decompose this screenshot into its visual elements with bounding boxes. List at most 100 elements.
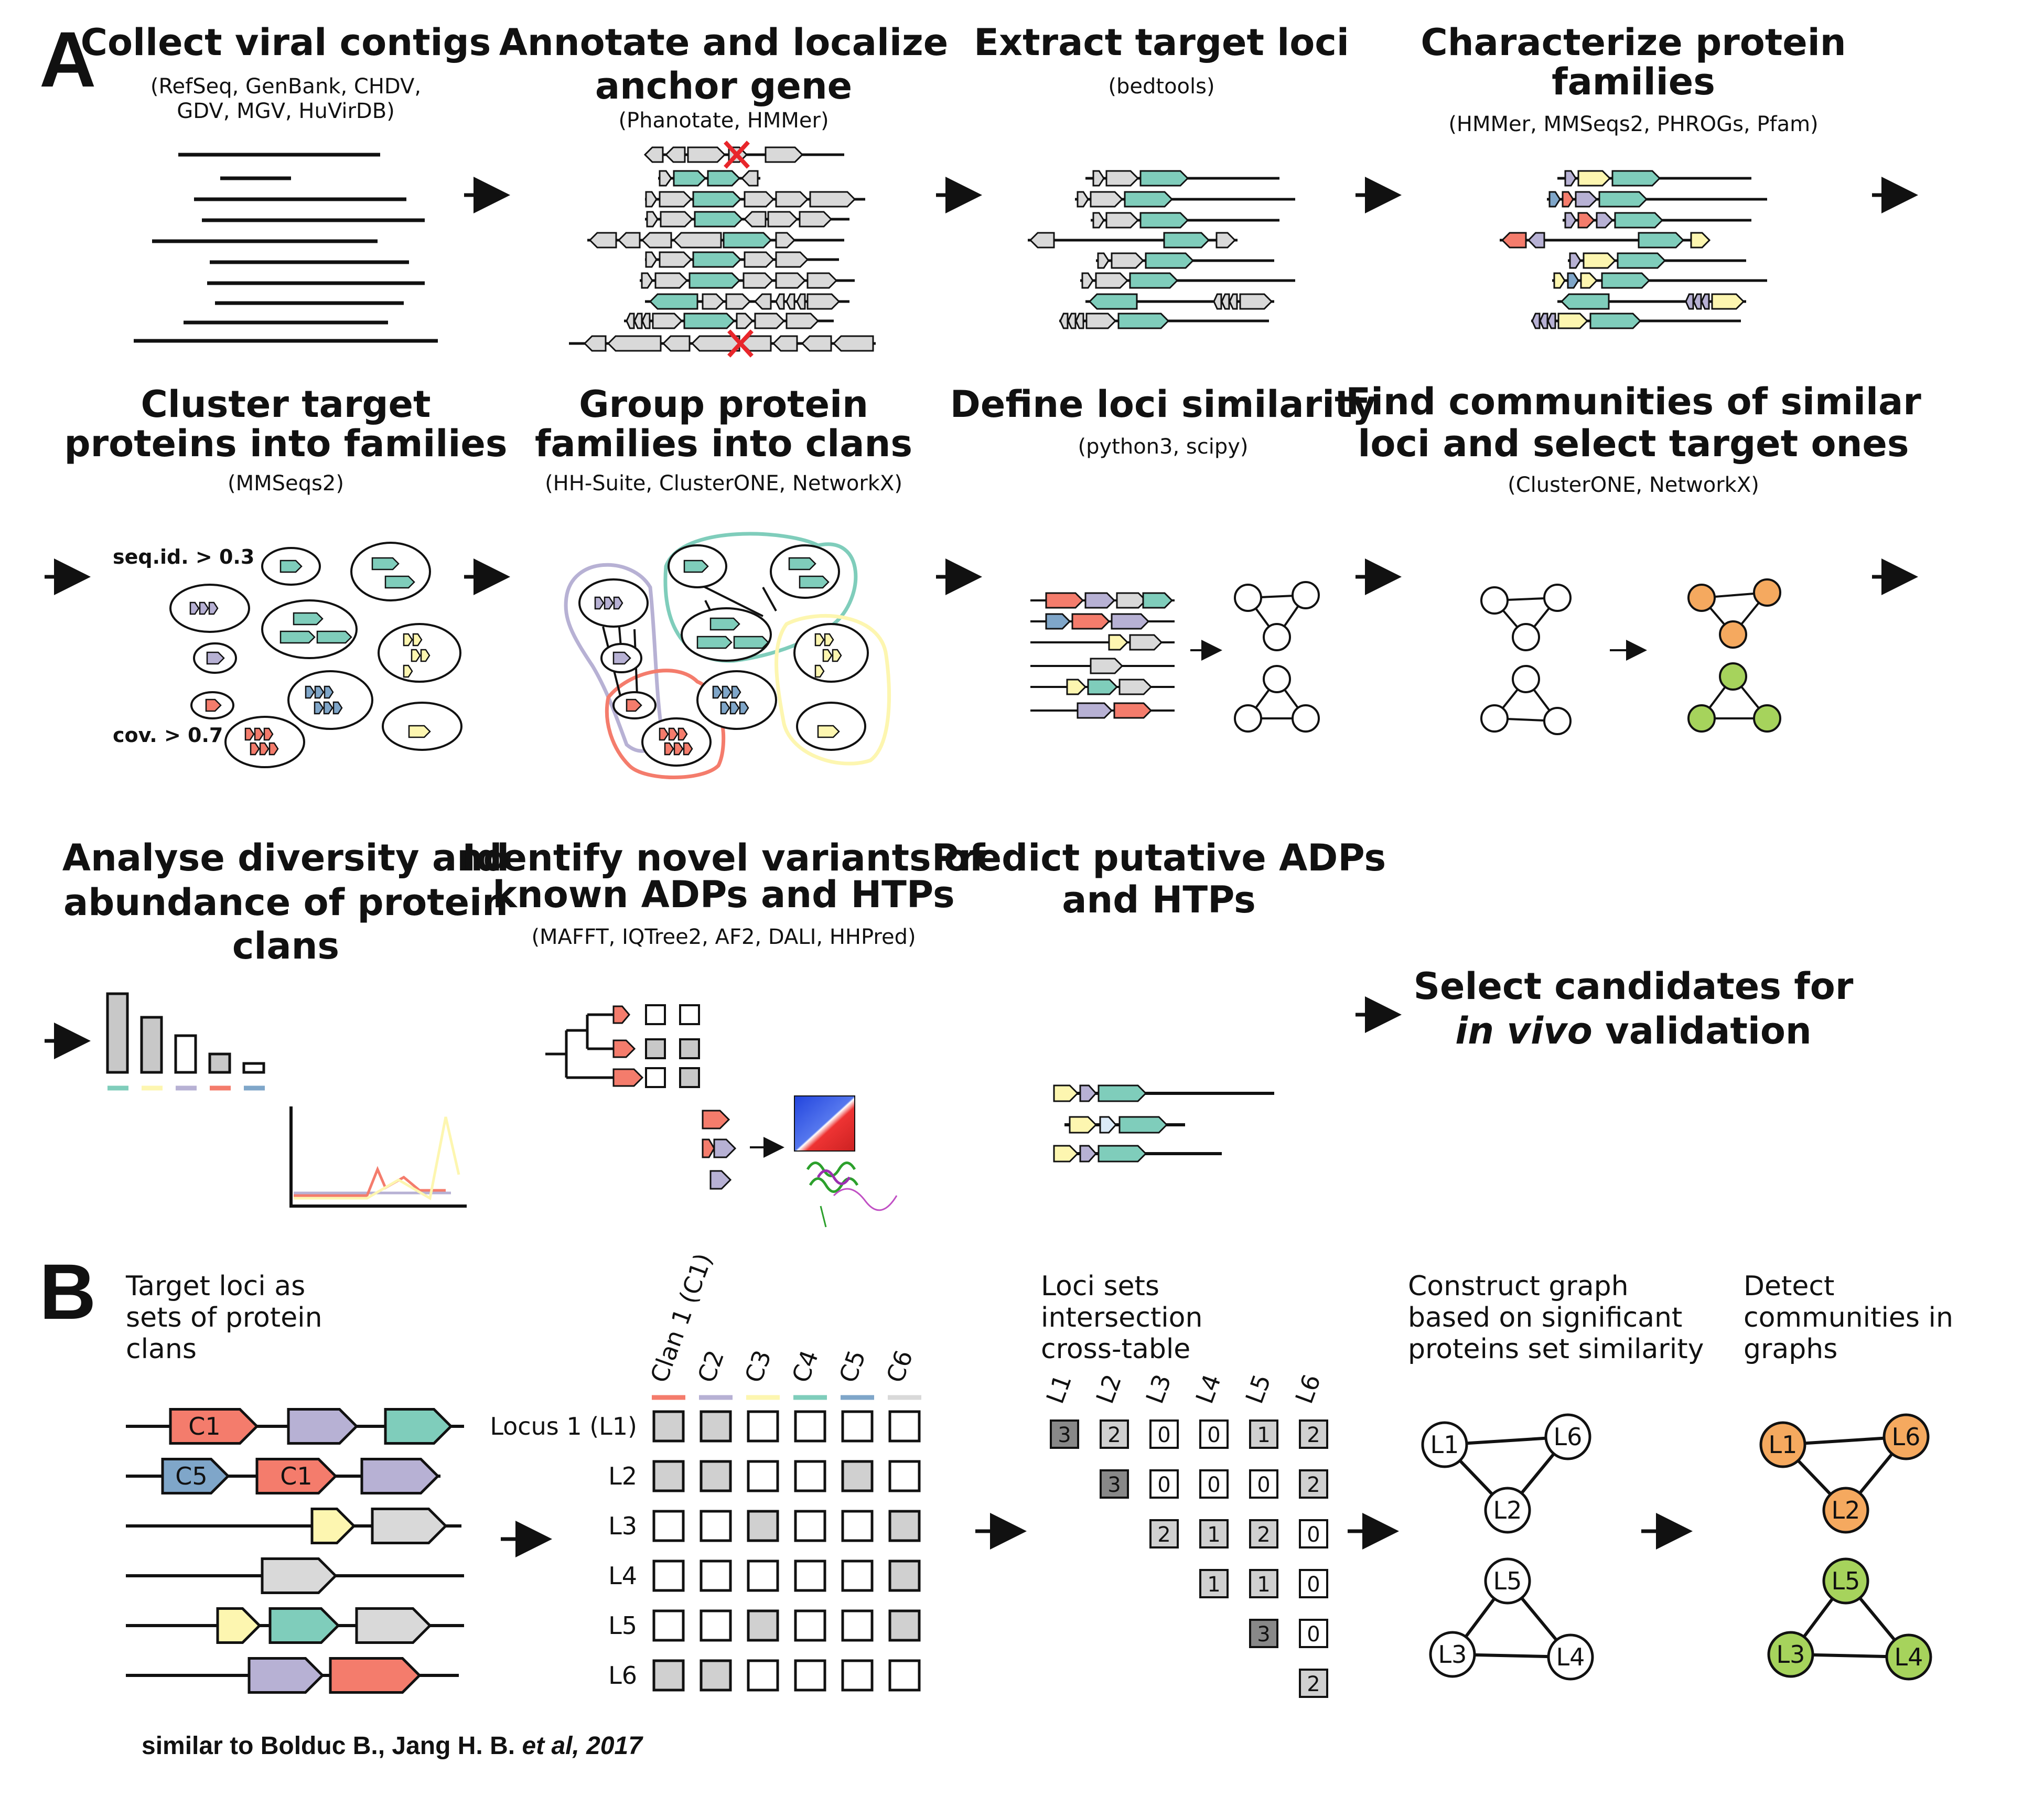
matrix-cell xyxy=(652,1560,685,1592)
xtab-value: 0 xyxy=(1207,1423,1220,1447)
matrix-column-header: C2 xyxy=(692,1347,730,1386)
gene-arrow xyxy=(1527,232,1545,249)
clan-outline xyxy=(774,614,891,766)
xtab-cell xyxy=(1199,1519,1229,1548)
matrix-cell xyxy=(645,1004,666,1025)
gene-arrow xyxy=(643,146,664,163)
gene-arrow xyxy=(316,630,352,644)
graph-node xyxy=(1263,623,1291,651)
graph-node xyxy=(1292,704,1320,733)
gene-arrow xyxy=(788,557,816,571)
matrix-cell xyxy=(841,1659,874,1692)
step-tools-line: (bedtools) xyxy=(1108,74,1214,99)
matrix-cell xyxy=(700,1659,732,1692)
xtab-value: 2 xyxy=(1307,1473,1320,1497)
variant-genes xyxy=(612,1004,737,1190)
gene-arrow xyxy=(786,313,820,329)
graph-node-label: L3 xyxy=(1777,1640,1805,1669)
step-title-line: families xyxy=(1552,60,1715,103)
gene-arrow xyxy=(1071,613,1111,630)
matrix-column-header: C4 xyxy=(787,1347,824,1386)
gene-arrow xyxy=(1557,313,1589,329)
gene-arrow xyxy=(740,170,759,187)
step-4-heading: Characterize protein families (HMMer, MM… xyxy=(1421,21,1846,136)
gene-arrow xyxy=(775,232,796,249)
step-title-line: Extract target loci xyxy=(974,21,1349,64)
gene-arrow xyxy=(412,633,423,647)
matrix-cell xyxy=(888,1460,921,1492)
step-title-line: proteins into families xyxy=(64,422,507,465)
graph-node xyxy=(1543,584,1572,612)
xtab-cell xyxy=(1299,1619,1328,1648)
gene-arrow xyxy=(754,313,786,329)
gene-arrow xyxy=(189,601,200,615)
protein-family-ellipse xyxy=(350,542,431,601)
gene-arrow xyxy=(1539,313,1548,329)
xtab-value: 1 xyxy=(1257,1573,1270,1597)
protein-family-ellipse xyxy=(681,607,772,662)
clan-abundance-bars xyxy=(106,992,265,1074)
gene-arrow xyxy=(709,1170,732,1190)
matrix-cell xyxy=(841,1410,874,1443)
graph-node xyxy=(1484,1557,1531,1605)
matrix-cell xyxy=(888,1410,921,1443)
panel-b-loci: C1 C5 C1 xyxy=(126,1408,464,1694)
gene-arrow xyxy=(824,633,834,647)
loci-graphs: L1 L6 L2 L5 L3 L4 L1 L6 L2 L5 L3 L4 xyxy=(1421,1413,1932,1681)
gene-arrow xyxy=(1548,191,1561,208)
gene-arrow xyxy=(668,727,679,741)
gene-arrow xyxy=(659,191,693,208)
gene-arrow xyxy=(694,211,744,228)
caption-line: based on significant xyxy=(1408,1302,1682,1333)
step-title-line: clans xyxy=(232,924,339,967)
gene-arrow xyxy=(613,596,623,610)
xtab-value: 0 xyxy=(1157,1473,1170,1497)
gene-arrow xyxy=(1108,634,1129,651)
gene-arrow xyxy=(355,1607,432,1644)
abundance-bar xyxy=(242,1062,265,1074)
step-title-line: Predict putative ADPs xyxy=(932,836,1386,879)
gene-arrow xyxy=(1098,1145,1147,1163)
gene-arrow xyxy=(612,1068,644,1087)
matrix-column-header: C5 xyxy=(834,1347,872,1386)
gene-arrow xyxy=(1077,702,1113,719)
graph-node xyxy=(1753,578,1781,607)
gene-arrow xyxy=(617,232,641,249)
gene-arrow xyxy=(1638,232,1685,249)
matrix-cell xyxy=(652,1410,685,1443)
final-step-line1: Select candidates for xyxy=(1414,965,1854,1008)
gene-arrow xyxy=(1095,272,1129,289)
gene-arrow xyxy=(583,335,607,352)
xtab-cell xyxy=(1299,1419,1328,1449)
step-3-heading: Extract target loci (bedtools) xyxy=(974,21,1349,99)
gene-arrow xyxy=(1577,170,1611,187)
gene-arrow xyxy=(161,1458,230,1494)
gene-arrow xyxy=(1066,679,1087,695)
generated-diagrams xyxy=(169,141,1781,1190)
graph-node xyxy=(1885,1633,1932,1681)
gene-arrow xyxy=(1129,272,1179,289)
xtab-value: 3 xyxy=(1107,1473,1121,1497)
graph-node xyxy=(1421,1421,1468,1468)
final-step-heading: Select candidates for in vivo validation xyxy=(1414,965,1854,1052)
matrix-cell xyxy=(747,1609,779,1642)
structure-helix xyxy=(816,1169,851,1185)
gene-arrow xyxy=(261,1557,338,1594)
gene-arrow xyxy=(248,1657,325,1694)
gene-arrow xyxy=(1088,293,1138,310)
gene-arrow xyxy=(1090,658,1124,674)
matrix-cell xyxy=(652,1659,685,1692)
matrix-cell xyxy=(888,1609,921,1642)
graph-node xyxy=(1759,1421,1806,1468)
coverage-threshold: cov. > 0.7 xyxy=(113,724,223,747)
gene-arrow xyxy=(384,1408,453,1445)
caption-line: cross-table xyxy=(1041,1333,1190,1365)
protein-structure xyxy=(806,1162,898,1228)
gene-arrow xyxy=(743,211,767,228)
gene-tag-c1: C1 xyxy=(188,1412,220,1440)
small-graph xyxy=(1234,665,1320,733)
graph-node-label: L6 xyxy=(1554,1423,1583,1451)
gene-arrow xyxy=(1111,252,1145,269)
gene-arrow xyxy=(696,636,733,649)
xtab-value: 3 xyxy=(1257,1622,1270,1647)
